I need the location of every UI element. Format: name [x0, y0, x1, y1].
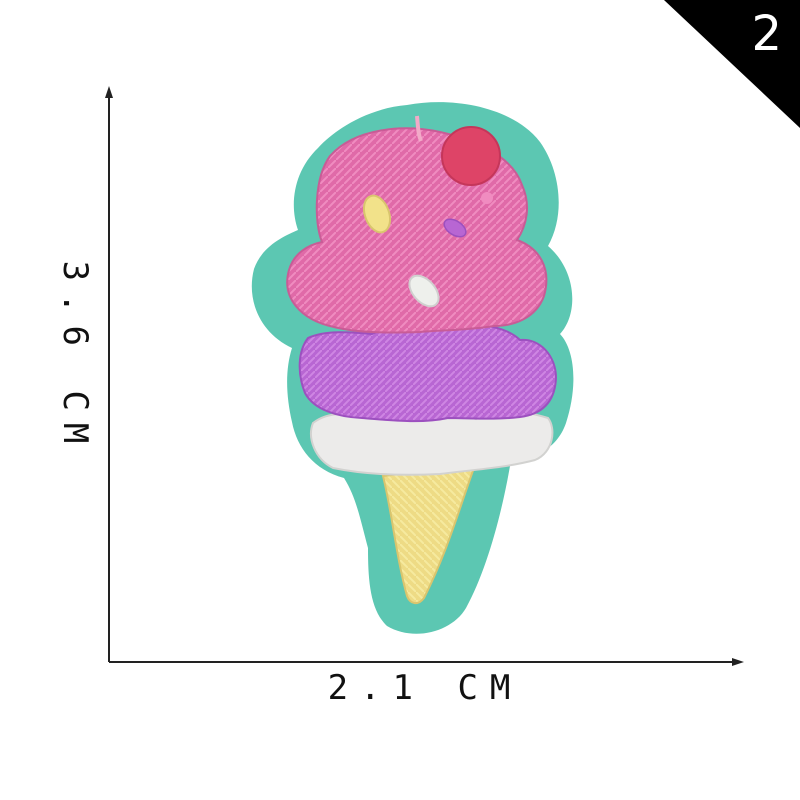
width-dimension-label: 2.1 CM: [327, 668, 523, 708]
sprinkle-dot: [481, 192, 493, 204]
corner-badge: [664, 0, 800, 128]
cone: [381, 463, 477, 604]
sprinkle-purple: [443, 218, 467, 238]
purple-scoop: [298, 324, 558, 423]
corner-number: 2: [751, 6, 782, 62]
cherry-stem: [415, 115, 423, 142]
cherry: [441, 126, 501, 186]
horizontal-arrowhead: [732, 658, 744, 666]
sprinkle-yellow: [362, 194, 392, 234]
sprinkle-white: [408, 274, 440, 308]
vertical-arrowhead: [105, 86, 113, 98]
